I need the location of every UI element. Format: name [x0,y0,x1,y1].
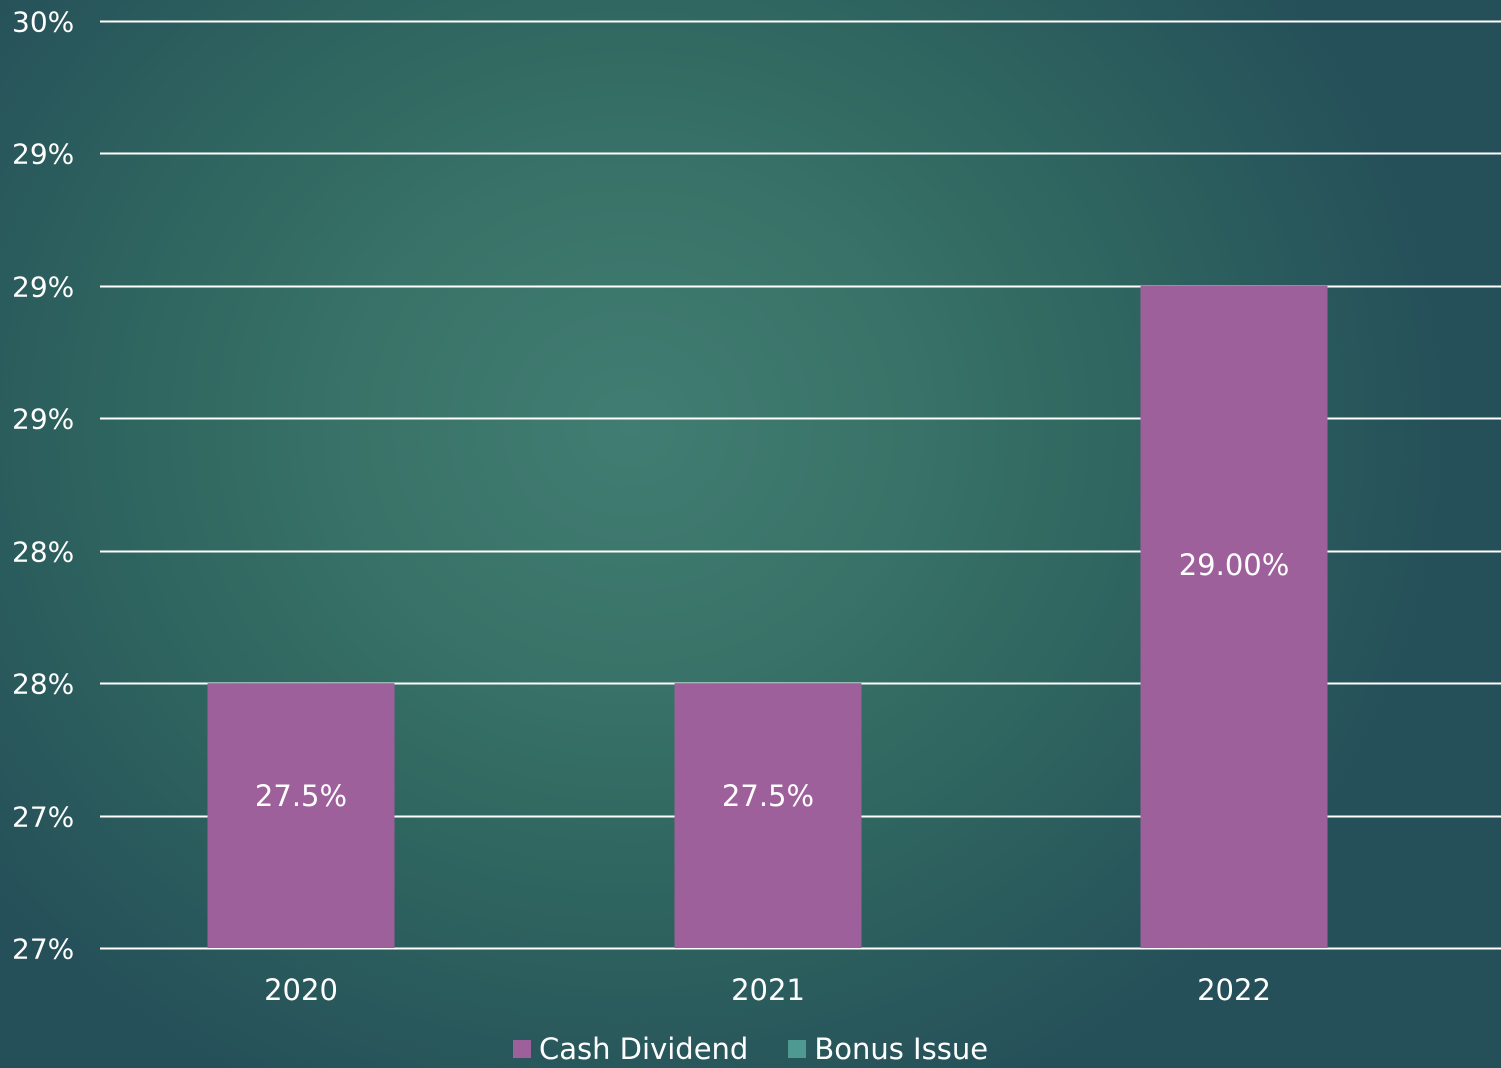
y-tick-label: 30% [12,6,74,39]
bar-cash-dividend [207,683,395,948]
data-label: 27.5% [255,779,347,813]
x-axis-ticks: 2020 2021 2022 [264,973,1271,1007]
legend: Cash Dividend Bonus Issue [0,1030,1501,1068]
x-tick-label: 2020 [264,973,338,1007]
data-label: 27.5% [722,779,814,813]
y-tick-label: 29% [12,271,74,304]
y-tick-label: 29% [12,403,74,436]
legend-label-bonus-issue: Bonus Issue [814,1032,989,1066]
bars: 27.5% 27.5% 29.00% [207,285,1328,948]
x-tick-label: 2021 [731,973,805,1007]
bar-cash-dividend [674,683,862,948]
y-tick-label: 28% [12,536,74,569]
legend-swatch-bonus-issue [788,1040,807,1058]
y-axis-ticks: 27% 27% 28% 28% 29% 29% 29% 30% [12,6,74,966]
y-tick-label: 29% [12,138,74,171]
legend-item-bonus-issue[interactable]: Bonus Issue [788,1032,988,1066]
bar-cash-dividend [1140,285,1328,948]
x-tick-label: 2022 [1197,973,1271,1007]
y-tick-label: 28% [12,668,74,701]
y-tick-label: 27% [12,801,74,834]
legend-item-cash-dividend[interactable]: Cash Dividend [512,1032,749,1066]
legend-label-cash-dividend: Cash Dividend [538,1032,749,1066]
bar-chart-svg: 27% 27% 28% 28% 29% 29% 29% 30% 27.5% 27.5% 29.00… [12,6,1501,1007]
y-tick-label: 27% [12,933,74,966]
data-label: 29.00% [1179,548,1290,582]
legend-swatch-cash-dividend [512,1040,531,1058]
